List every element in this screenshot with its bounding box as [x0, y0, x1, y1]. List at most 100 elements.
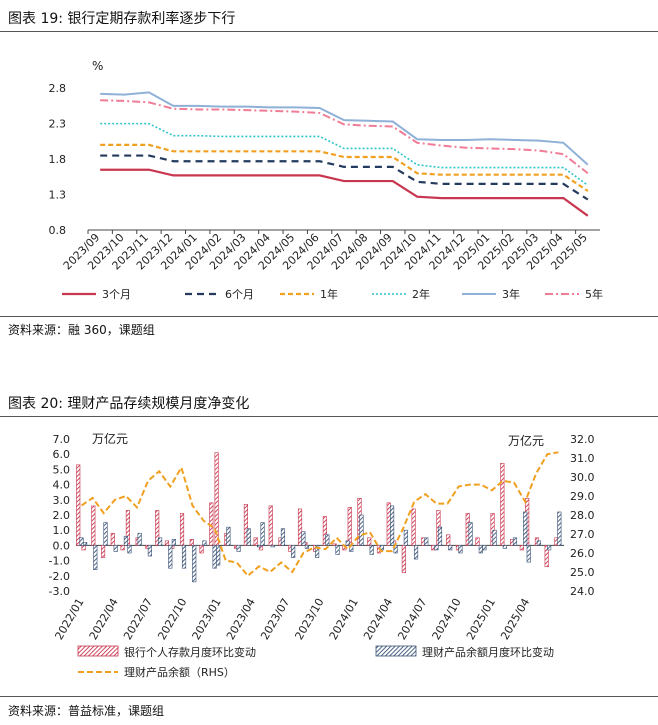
x-tick-label: 2025/04: [498, 596, 532, 642]
deposit-rate-line-chart: % 0.8 1.3 1.8 2.3 2.8 2023/092023/102023/112…: [49, 59, 604, 301]
chart2-right-unit-label: 万亿元: [508, 433, 544, 448]
deposit-change-bar: [189, 539, 194, 546]
figure-19-source-rule: [0, 316, 658, 317]
series-line-y6m: [100, 154, 589, 201]
wealth-change-bar: [335, 545, 340, 555]
deposit-change-bar: [411, 508, 416, 546]
left-y-tick-label: 2.0: [53, 509, 71, 522]
figure-19-title-rule: [0, 31, 658, 32]
y-tick-label: 2.3: [49, 118, 67, 131]
wealth-change-bar: [345, 540, 350, 546]
deposit-change-bar: [76, 464, 81, 546]
wealth-change-bar: [536, 540, 542, 546]
wealth-change-bar: [315, 545, 320, 558]
figure-20-title: 图表 20: 理财产品存续规模月度净变化: [8, 396, 250, 412]
right-y-tick-label: 32.0: [570, 433, 595, 446]
wealth-change-bar: [216, 545, 221, 566]
x-tick-label: 2024/07: [395, 596, 429, 642]
deposit-change-bar: [164, 540, 170, 546]
wealth-change-bar: [403, 529, 408, 546]
x-tick-label: 2022/07: [121, 596, 155, 642]
wealth-change-bar: [212, 545, 217, 569]
deposit-change-bar: [110, 532, 115, 546]
deposit-change-bar: [155, 510, 160, 546]
deposit-change-bar: [446, 534, 451, 546]
right-y-tick-label: 24.0: [570, 585, 595, 598]
x-tick-label: 2024/04: [361, 596, 395, 642]
deposit-change-bar: [199, 545, 204, 554]
wealth-change-bar: [79, 537, 84, 546]
wealth-change-bar: [93, 545, 98, 571]
chart2-left-unit-label: 万亿元: [92, 431, 128, 446]
deposit-change-bar: [253, 537, 258, 546]
wealth-change-bar: [123, 535, 128, 546]
legend-label-y3: 3年: [502, 287, 520, 301]
wealth-change-bar: [458, 545, 463, 554]
wealth-change-bar: [413, 545, 419, 560]
wealth-product-bar-chart: 万亿元 万亿元 7.0 6.0 5.0 4.0 3.0 2.0 1.0 0.0 -1.0 -2.0…: [49, 431, 595, 679]
x-tick-label: 2023/10: [292, 596, 326, 642]
left-y-tick-label: 0.0: [53, 539, 71, 552]
x-tick-label: 2023/04: [224, 596, 258, 642]
right-y-tick-label: 25.0: [570, 566, 595, 579]
figure-19-title: 图表 19: 银行定期存款利率逐步下行: [8, 11, 236, 27]
left-y-tick-label: 6.0: [53, 448, 71, 461]
wealth-change-bar: [523, 511, 528, 546]
y-tick-label: 1.3: [49, 189, 67, 202]
figure-19-source: 资料来源：融 360，课题组: [8, 323, 155, 337]
figure-20-source: 资料来源：普益标准，课题组: [8, 704, 165, 718]
wealth-change-bar: [127, 545, 132, 554]
wealth-change-bar: [192, 545, 197, 583]
x-tick-label: 2025/01: [464, 596, 498, 642]
x-tick-label: 2022/01: [52, 596, 86, 642]
wealth-change-bar: [359, 514, 364, 546]
legend-swatch-deposit: [77, 645, 119, 657]
wealth-change-bar: [202, 540, 207, 546]
right-y-tick-label: 28.0: [570, 509, 595, 522]
wealth-change-bar: [147, 545, 152, 557]
wealth-change-bar: [512, 537, 518, 546]
chart1-series-lines: [100, 91, 589, 217]
deposit-change-bar: [386, 502, 391, 546]
wealth-change-bar: [526, 545, 531, 563]
wealth-change-bar: [137, 532, 142, 546]
deposit-change-bar: [544, 545, 549, 567]
deposit-change-bar: [91, 505, 96, 546]
legend-swatch-wealth: [375, 645, 417, 657]
legend-label-y3m: 3个月: [102, 288, 131, 301]
x-tick-label: 2024/10: [430, 596, 464, 642]
deposit-change-bar: [431, 545, 436, 551]
deposit-change-bar: [332, 543, 337, 546]
deposit-change-bar: [347, 507, 352, 546]
aum-line: [80, 451, 559, 578]
wealth-change-bar: [260, 522, 265, 546]
deposit-change-bar: [268, 505, 273, 546]
wealth-change-bar: [226, 526, 231, 546]
wealth-change-bar: [502, 545, 507, 549]
legend-label-y6m: 6个月: [225, 288, 254, 301]
left-y-tick-label: -2.0: [49, 570, 70, 583]
chart2-axes: 7.0 6.0 5.0 4.0 3.0 2.0 1.0 0.0 -1.0 -2.0 -3.0 32.0…: [49, 433, 595, 642]
chart2-aum-line: [80, 451, 559, 578]
legend-label-aum: 理财产品余额（RHS）: [124, 665, 235, 679]
series-line-y5: [100, 99, 589, 175]
deposit-change-bar: [519, 545, 524, 551]
left-y-tick-label: 5.0: [53, 463, 71, 476]
deposit-change-bar: [367, 537, 372, 546]
wealth-change-bar: [369, 545, 374, 555]
deposit-change-bar: [475, 537, 480, 546]
deposit-change-bar: [401, 545, 406, 574]
left-y-tick-label: 4.0: [53, 479, 71, 492]
right-y-tick-label: 30.0: [570, 471, 595, 484]
chart1-x-axis: 2023/092023/102023/112023/122024/012024/…: [61, 229, 600, 272]
chart2-bars: [76, 452, 562, 583]
wealth-change-bar: [270, 545, 275, 548]
wealth-change-bar: [478, 545, 483, 554]
x-tick-label: 2023/07: [258, 596, 292, 642]
deposit-change-bar: [120, 545, 125, 551]
right-y-tick-label: 27.0: [570, 528, 595, 541]
chart1-y-axis: 0.8 1.3 1.8 2.3 2.8: [49, 82, 67, 237]
series-line-y2: [100, 122, 589, 186]
left-y-tick-label: 7.0: [53, 433, 71, 446]
